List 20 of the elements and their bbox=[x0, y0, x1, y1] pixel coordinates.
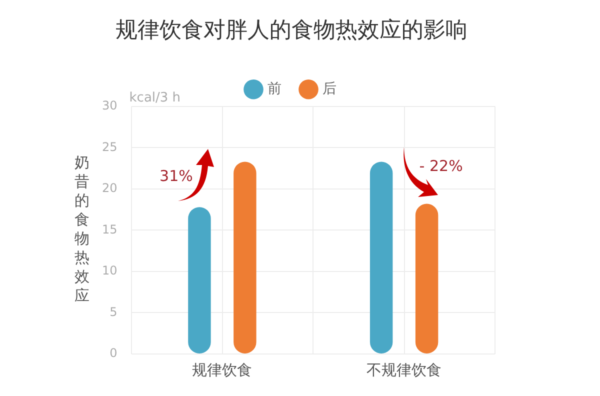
annotation: - 22% bbox=[419, 156, 463, 175]
chart-title: 规律饮食对胖人的食物热效应的影响 bbox=[116, 18, 468, 43]
bar bbox=[370, 162, 393, 354]
legend-label: 后 bbox=[322, 81, 336, 98]
y-tick-label: 10 bbox=[102, 264, 118, 278]
y-tick-label: 5 bbox=[110, 304, 118, 319]
bar bbox=[188, 207, 211, 354]
x-tick-label: 不规律饮食 bbox=[366, 360, 442, 379]
y-axis-title: 奶昔的食物热效应 bbox=[74, 154, 90, 305]
y-tick-label: 30 bbox=[102, 98, 118, 113]
legend-label: 前 bbox=[268, 81, 282, 98]
annotation: 31% bbox=[160, 166, 193, 185]
y-tick-label: 0 bbox=[110, 346, 118, 360]
y-tick-label: 25 bbox=[102, 140, 118, 154]
x-tick-label: 规律饮食 bbox=[192, 360, 252, 379]
bar bbox=[415, 204, 438, 354]
bar bbox=[234, 162, 256, 354]
y-tick-label: 15 bbox=[102, 222, 118, 236]
text: kcal/3 h bbox=[129, 90, 181, 106]
y-tick-label: 20 bbox=[102, 181, 118, 196]
